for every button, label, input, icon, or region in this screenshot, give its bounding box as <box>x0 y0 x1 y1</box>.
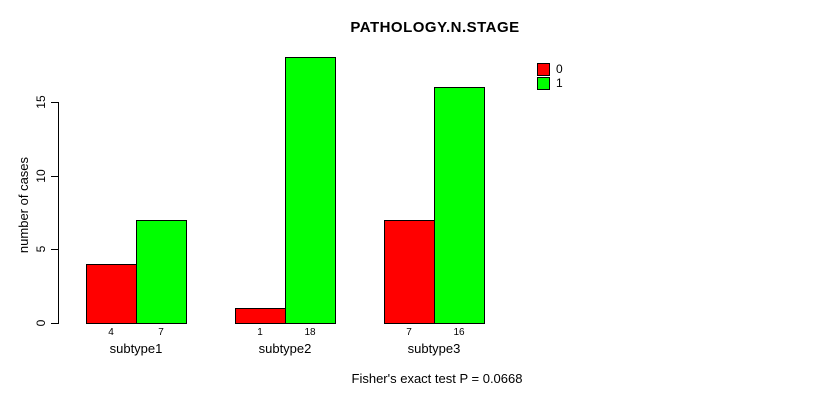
y-axis-tick-label: 5 <box>34 245 48 253</box>
bar-0-subtype3 <box>384 220 435 324</box>
bar-count-label: 7 <box>406 327 412 338</box>
legend-label: 0 <box>556 61 563 76</box>
bar-count-label: 7 <box>158 327 164 338</box>
y-axis-tick-label: 0 <box>34 319 48 327</box>
category-label-subtype2: subtype2 <box>258 341 312 356</box>
category-label-subtype3: subtype3 <box>407 341 461 356</box>
y-axis-tick-label: 15 <box>34 95 48 109</box>
chart-title: PATHOLOGY.N.STAGE <box>350 19 520 36</box>
bar-0-subtype2 <box>235 308 286 324</box>
bar-count-label: 16 <box>453 327 465 338</box>
bar-count-label: 1 <box>257 327 263 338</box>
legend-entry-0: 0 <box>537 62 563 76</box>
legend-swatch-icon <box>537 76 550 90</box>
y-axis-tick <box>51 175 58 177</box>
y-axis-line <box>58 101 59 324</box>
y-axis-label: number of cases <box>15 156 31 254</box>
bar-count-label: 18 <box>304 327 316 338</box>
fisher-test-annotation: Fisher's exact test P = 0.0668 <box>351 371 523 386</box>
category-label-subtype1: subtype1 <box>109 341 163 356</box>
bar-1-subtype2 <box>285 57 336 324</box>
bar-1-subtype1 <box>136 220 187 324</box>
legend-swatch-icon <box>537 62 550 76</box>
y-axis-tick <box>51 101 58 103</box>
y-axis-tick <box>51 323 58 324</box>
bar-0-subtype1 <box>86 264 137 324</box>
y-axis-tick-label: 10 <box>34 168 48 183</box>
bar-count-label: 4 <box>108 327 114 338</box>
y-axis-tick <box>51 249 58 251</box>
legend-label: 1 <box>556 75 563 90</box>
legend-entry-1: 1 <box>537 76 563 90</box>
bar-1-subtype3 <box>434 87 485 324</box>
